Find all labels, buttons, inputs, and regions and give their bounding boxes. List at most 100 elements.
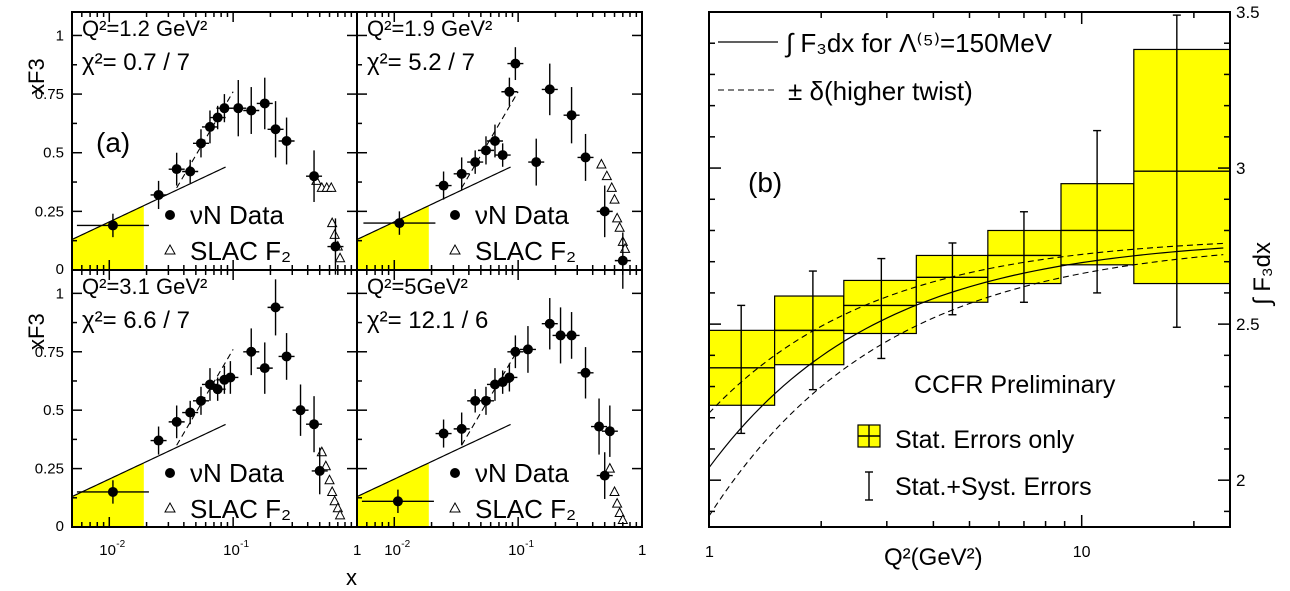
- legend-nun-label: νN Data: [475, 458, 569, 488]
- chi2-label: χ²= 6.6 / 7: [82, 307, 190, 334]
- bin: [1133, 14, 1231, 328]
- nun-point: [544, 84, 555, 95]
- slac-point: [326, 217, 338, 228]
- nun-point: [531, 157, 542, 168]
- nun-point: [504, 372, 515, 383]
- bin: [1060, 129, 1135, 294]
- slac-point: [329, 495, 340, 506]
- panel-label: (b): [748, 167, 782, 198]
- nun-point: [456, 423, 467, 434]
- x-axis-label: x: [346, 565, 357, 590]
- nun-point: [470, 157, 481, 168]
- chi2-label: χ²= 12.1 / 6: [367, 307, 488, 334]
- bin: [774, 270, 845, 391]
- y-axis-label-top: xF3: [24, 58, 49, 95]
- nun-point: [204, 379, 215, 390]
- nun-point: [107, 220, 118, 231]
- nun-point: [544, 318, 555, 329]
- nun-point: [195, 138, 206, 149]
- slac-point: [324, 474, 335, 485]
- x-tick-label: 10: [508, 542, 525, 559]
- slac-point: [596, 158, 607, 169]
- legend-slac-marker: [164, 243, 176, 255]
- y-tick-label: 0: [56, 261, 64, 278]
- nun-point: [566, 330, 577, 341]
- slac-point: [604, 462, 616, 473]
- q2-label: Q²=3.1 GeV²: [82, 274, 207, 299]
- nun-point: [497, 150, 508, 161]
- nun-point: [438, 180, 449, 191]
- nun-point: [225, 372, 236, 383]
- nun-point: [259, 363, 270, 374]
- y-tick-label: 2: [1236, 471, 1245, 490]
- nun-point: [246, 105, 257, 116]
- nun-point: [522, 344, 533, 355]
- legend-slac-marker: [164, 501, 176, 513]
- q2-label: Q²=1.2 GeV²: [82, 16, 207, 41]
- nun-point: [480, 395, 491, 406]
- nun-point: [259, 98, 270, 109]
- legend-box-label: Stat. Errors only: [895, 426, 1075, 454]
- nun-point: [309, 171, 320, 182]
- x-tick-label: 1: [353, 542, 361, 559]
- nun-point: [580, 152, 591, 163]
- nun-point: [617, 255, 628, 266]
- panel-label: (a): [96, 127, 130, 158]
- legend-nun-marker: [165, 210, 175, 220]
- fit-curve-dashed: [461, 91, 519, 189]
- legend-nun-label: νN Data: [475, 200, 569, 230]
- nun-point: [438, 428, 449, 439]
- nun-point: [233, 103, 244, 114]
- stat-error-box: [843, 279, 917, 335]
- nun-point: [204, 121, 215, 132]
- annotation-title: CCFR Preliminary: [914, 371, 1116, 399]
- legend-bar-label: Stat.+Syst. Errors: [895, 473, 1092, 501]
- nun-point: [246, 346, 257, 357]
- x-tick-label: 1: [638, 542, 646, 559]
- subplot-2: Q²=1.9 GeV² χ²= 5.2 / 7 νN Data SLAC F₂: [356, 11, 643, 289]
- y-axis-label-bottom: xF3: [24, 313, 49, 350]
- legend-slac-label: SLAC F₂: [190, 236, 291, 266]
- nun-point: [394, 218, 405, 229]
- y-tick-label: 0.5: [43, 402, 64, 419]
- nun-point: [185, 166, 196, 177]
- nun-point: [510, 346, 521, 357]
- legend-nun-marker: [450, 468, 460, 478]
- nun-point: [604, 426, 615, 437]
- nun-point: [599, 206, 610, 217]
- y-tick-label: 0.25: [35, 461, 64, 478]
- legend-nun-marker: [165, 468, 175, 478]
- slac-point: [316, 446, 328, 457]
- nun-point: [153, 189, 164, 200]
- x-tick-label: 10: [99, 542, 116, 559]
- shaded-region: [72, 462, 144, 527]
- slac-point: [611, 212, 623, 223]
- legend-slac-marker: [449, 501, 461, 513]
- fit-curve: [71, 166, 226, 241]
- nun-point: [594, 421, 605, 432]
- nun-point: [330, 241, 341, 252]
- stat-error-box: [1133, 48, 1231, 285]
- nun-point: [185, 407, 196, 418]
- nun-point: [219, 103, 230, 114]
- chi2-label: χ²= 5.2 / 7: [367, 49, 475, 76]
- bin: [843, 257, 917, 360]
- nun-point: [107, 486, 118, 497]
- q2-label: Q²=5GeV²: [367, 274, 468, 299]
- y-tick-label: 0.5: [43, 145, 64, 162]
- nun-point: [281, 136, 292, 146]
- slac-point: [609, 485, 620, 496]
- x-tick-label-exp: -2: [401, 539, 410, 550]
- subplot-1: 0.25 0.5 0.75 1 0 Q²=1.2 GeV² χ²= 0.7 / 7 (a) νN…: [35, 11, 358, 278]
- y-tick-label: 0: [56, 518, 64, 535]
- nun-point: [580, 367, 591, 378]
- legend-slac-label: SLAC F₂: [475, 494, 576, 524]
- nun-point: [480, 145, 491, 156]
- legend-nun-marker: [450, 210, 460, 220]
- q2-label: Q²=1.9 GeV²: [367, 16, 492, 41]
- nun-point: [309, 419, 320, 430]
- nun-point: [270, 124, 281, 135]
